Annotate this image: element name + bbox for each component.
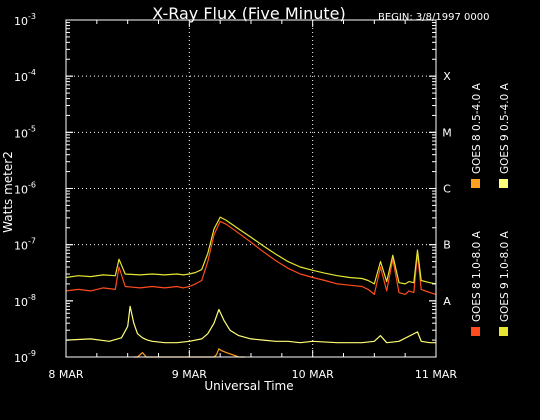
series-line-3 bbox=[65, 216, 437, 285]
flare-class-m: M bbox=[442, 126, 452, 139]
flare-class-labels: X M C B A bbox=[442, 70, 452, 308]
y-tick-label: 10-3 bbox=[14, 12, 36, 28]
flare-class-c: C bbox=[443, 183, 451, 196]
legend-swatch bbox=[499, 179, 508, 188]
series-line-2 bbox=[133, 348, 245, 358]
x-tick-label: 11 MAR bbox=[415, 368, 458, 381]
series-line-1 bbox=[65, 220, 437, 295]
y-tick-label: 10-9 bbox=[14, 349, 36, 365]
flare-class-b: B bbox=[443, 239, 451, 252]
x-axis-label: Universal Time bbox=[204, 379, 293, 393]
legend-swatch bbox=[499, 327, 508, 336]
y-tick-label: 10-5 bbox=[14, 124, 36, 140]
legend-swatch bbox=[471, 327, 480, 336]
x-tick-labels: 8 MAR 9 MAR 10 MAR 11 MAR bbox=[48, 368, 457, 381]
legend-label: GOES 8 1.0-8.0 A bbox=[471, 230, 483, 322]
legend-item: GOES 9 0.5-4.0 A bbox=[499, 82, 511, 188]
legend-label: GOES 8 0.5-4.0 A bbox=[471, 82, 483, 174]
y-tick-label: 10-7 bbox=[14, 237, 36, 253]
flare-class-x: X bbox=[443, 70, 451, 83]
legend-item: GOES 8 1.0-8.0 A bbox=[471, 230, 483, 336]
legend-item: GOES 8 0.5-4.0 A bbox=[471, 82, 483, 188]
flare-class-a: A bbox=[443, 295, 451, 308]
series-line-4 bbox=[65, 305, 436, 344]
y-tick-label: 10-8 bbox=[14, 293, 36, 309]
y-tick-label: 10-6 bbox=[14, 181, 36, 197]
begin-date-label: BEGIN: 3/8/1997 0000 bbox=[378, 12, 489, 23]
legend-label: GOES 9 0.5-4.0 A bbox=[499, 82, 511, 174]
chart-title: X-Ray Flux (Five Minute) bbox=[152, 4, 345, 23]
x-tick-label: 8 MAR bbox=[48, 368, 84, 381]
x-tick-label: 10 MAR bbox=[292, 368, 335, 381]
series-lines bbox=[65, 216, 437, 358]
x-tick-label: 9 MAR bbox=[172, 368, 208, 381]
y-tick-labels: 10-3 10-4 10-5 10-6 10-7 10-8 10-9 bbox=[14, 12, 36, 365]
legend-label: GOES 9 1.0-8.0 A bbox=[499, 230, 511, 322]
y-tick-label: 10-4 bbox=[14, 68, 36, 84]
axis-ticks bbox=[65, 19, 437, 358]
legend-item: GOES 9 1.0-8.0 A bbox=[499, 230, 511, 336]
grid-lines bbox=[66, 20, 436, 357]
legend: GOES 8 1.0-8.0 A GOES 8 0.5-4.0 A GOES 9 1… bbox=[471, 82, 511, 336]
legend-swatch bbox=[471, 179, 480, 188]
y-axis-label: Watts meter2 bbox=[1, 151, 15, 233]
